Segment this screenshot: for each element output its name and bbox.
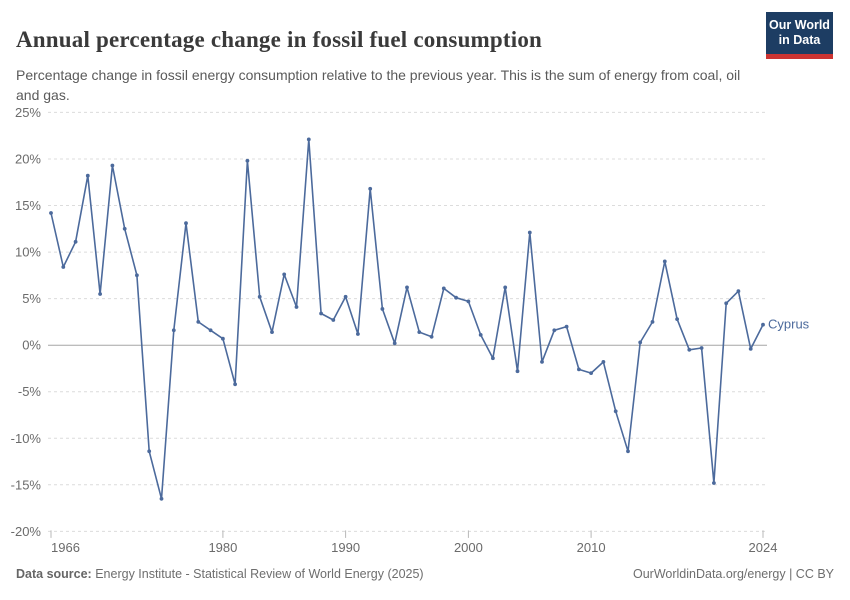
x-tick-label: 1966 xyxy=(51,540,80,555)
entity-label[interactable]: Cyprus xyxy=(768,317,810,332)
data-point[interactable] xyxy=(662,259,667,264)
data-point[interactable] xyxy=(675,317,679,321)
data-point[interactable] xyxy=(208,328,213,333)
data-point[interactable] xyxy=(687,347,692,352)
data-point[interactable] xyxy=(577,367,581,372)
data-point[interactable] xyxy=(724,301,729,306)
data-point[interactable] xyxy=(515,369,520,374)
data-point[interactable] xyxy=(736,289,741,294)
data-point[interactable] xyxy=(294,305,299,309)
line-series-cyprus[interactable] xyxy=(49,137,765,501)
data-point[interactable] xyxy=(196,320,201,324)
data-point[interactable] xyxy=(184,221,188,226)
data-point[interactable] xyxy=(61,265,66,269)
data-point[interactable] xyxy=(282,272,287,277)
data-point[interactable] xyxy=(171,328,176,333)
data-point[interactable] xyxy=(85,173,90,178)
data-point[interactable] xyxy=(552,328,557,333)
y-tick-label: -20% xyxy=(11,524,42,539)
data-point[interactable] xyxy=(221,336,225,341)
data-point[interactable] xyxy=(135,273,139,278)
data-point[interactable] xyxy=(98,292,102,296)
data-source-label: Data source: xyxy=(16,567,92,581)
data-point[interactable] xyxy=(319,311,323,316)
x-tick-label: 1980 xyxy=(208,540,237,555)
owid-logo[interactable]: Our World in Data xyxy=(766,12,833,59)
y-tick-label: 25% xyxy=(15,105,41,120)
data-point[interactable] xyxy=(356,332,360,336)
data-point[interactable] xyxy=(417,330,422,334)
data-point[interactable] xyxy=(233,382,238,387)
data-point[interactable] xyxy=(454,295,458,300)
data-point[interactable] xyxy=(441,286,446,291)
data-point[interactable] xyxy=(49,211,53,215)
data-point[interactable] xyxy=(626,449,630,454)
data-point[interactable] xyxy=(650,320,655,324)
y-tick-label: 15% xyxy=(15,198,41,213)
data-point[interactable] xyxy=(540,360,544,364)
chart-footer: Data source: Energy Institute - Statisti… xyxy=(16,567,834,581)
y-tick-label: 0% xyxy=(22,338,41,353)
data-point[interactable] xyxy=(699,346,704,350)
series-line[interactable] xyxy=(50,138,764,500)
data-point[interactable] xyxy=(270,330,274,334)
y-tick-label: 5% xyxy=(22,291,41,306)
data-point[interactable] xyxy=(503,285,508,290)
data-source-text: Energy Institute - Statistical Review of… xyxy=(91,567,424,581)
data-point[interactable] xyxy=(613,409,618,414)
data-point[interactable] xyxy=(429,334,434,339)
data-point[interactable] xyxy=(110,163,115,168)
data-point[interactable] xyxy=(712,481,716,485)
data-point[interactable] xyxy=(159,496,164,501)
data-point[interactable] xyxy=(343,294,348,299)
y-tick-label: 20% xyxy=(15,152,41,167)
data-point[interactable] xyxy=(527,230,532,235)
data-point[interactable] xyxy=(73,239,78,244)
x-tick-label: 1990 xyxy=(331,540,360,555)
owid-license-link[interactable]: OurWorldinData.org/energy | CC BY xyxy=(632,567,834,581)
x-tick-label: 2024 xyxy=(749,540,778,555)
y-tick-label: -15% xyxy=(11,477,42,492)
data-point[interactable] xyxy=(331,318,336,322)
owid-logo-line1: Our World xyxy=(769,18,830,32)
data-point[interactable] xyxy=(306,137,311,142)
data-point[interactable] xyxy=(466,299,471,304)
data-point[interactable] xyxy=(748,347,753,351)
data-point[interactable] xyxy=(761,322,765,327)
owid-logo-line2: in Data xyxy=(778,33,821,48)
y-tick-label: 10% xyxy=(15,245,41,260)
data-point[interactable] xyxy=(601,360,606,364)
y-tick-label: -5% xyxy=(18,384,42,399)
data-point[interactable] xyxy=(368,186,373,191)
data-point[interactable] xyxy=(147,449,152,454)
data-point[interactable] xyxy=(564,324,569,329)
chart-subtitle: Percentage change in fossil energy consu… xyxy=(16,67,741,103)
data-point[interactable] xyxy=(478,333,483,337)
data-point[interactable] xyxy=(638,340,643,345)
page-title: Annual percentage change in fossil fuel … xyxy=(16,27,543,53)
x-tick-label: 2000 xyxy=(454,540,483,555)
data-point[interactable] xyxy=(589,371,593,375)
x-tick-label: 2010 xyxy=(577,540,606,555)
data-point[interactable] xyxy=(257,294,262,299)
data-point[interactable] xyxy=(245,158,250,163)
grid-and-axes: 25% 20% 15% 10% 5% 0% -5% -10% -15% -20% 1966 1980 1… xyxy=(11,105,778,555)
y-tick-label: -10% xyxy=(11,431,42,446)
data-point[interactable] xyxy=(392,341,397,346)
data-source-note[interactable]: Data source: Energy Institute - Statisti… xyxy=(16,567,424,581)
data-point[interactable] xyxy=(122,226,127,231)
data-point[interactable] xyxy=(380,307,385,311)
data-point[interactable] xyxy=(491,356,495,361)
data-point[interactable] xyxy=(405,285,409,290)
